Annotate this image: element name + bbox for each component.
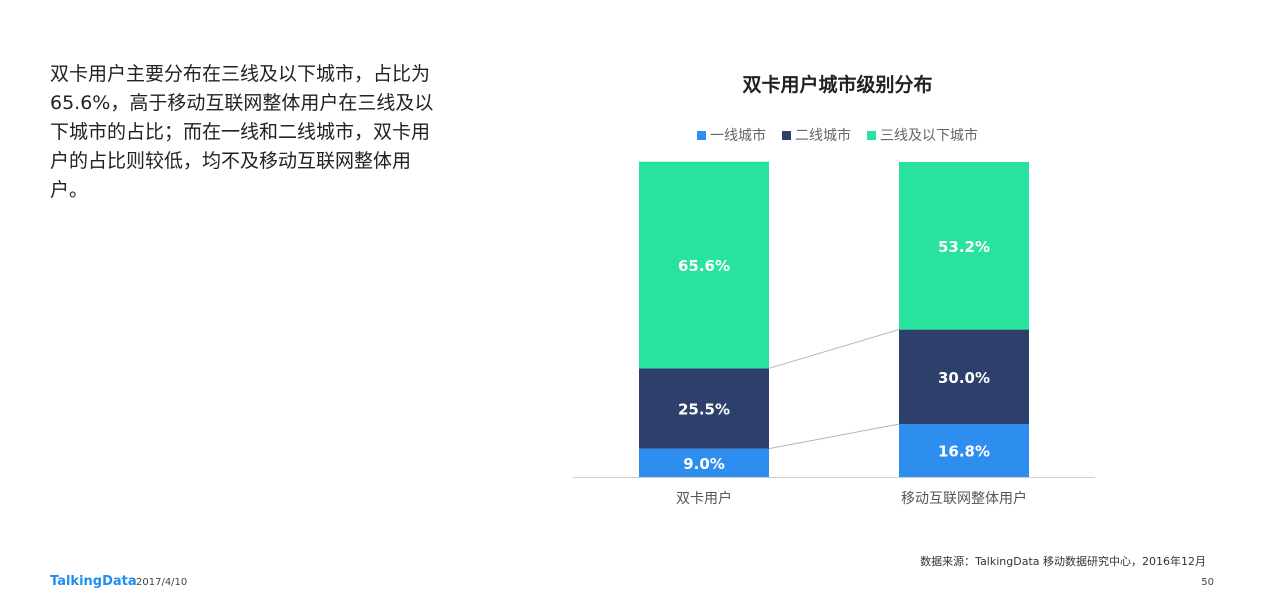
page-number: 50	[1201, 577, 1214, 588]
talkingdata-logo: TalkingData	[50, 574, 137, 589]
data-label-1-1: 30.0%	[938, 369, 990, 387]
legend-swatch-tier3	[867, 130, 876, 140]
connector-line-0	[768, 423, 900, 450]
legend-label-tier2: 二线城市	[795, 128, 851, 144]
bar-segment-1-0	[899, 424, 1029, 477]
data-source-note: 数据来源：TalkingData 移动数据研究中心，2016年12月	[920, 555, 1206, 568]
footer-date: 2017/4/10	[136, 577, 188, 588]
legend-swatch-tier2	[782, 130, 791, 140]
data-label-1-0: 16.8%	[938, 443, 990, 461]
bar-segment-0-2	[639, 161, 769, 369]
summary-text: 双卡用户主要分布在三线及以下城市，占比为65.6%，高于移动互联网整体用户在三线…	[50, 63, 434, 201]
chart-legend: 一线城市 二线城市 三线及以下城市	[640, 125, 1035, 145]
data-label-1-2: 53.2%	[938, 238, 990, 256]
data-label-0-0: 9.0%	[683, 455, 725, 473]
bar-segment-0-1	[639, 368, 769, 449]
data-label-0-2: 65.6%	[678, 257, 730, 275]
category-label-0: 双卡用户	[676, 490, 732, 507]
legend-item-tier1: 一线城市	[697, 125, 766, 145]
bar-segment-1-2	[899, 162, 1029, 330]
legend-label-tier3: 三线及以下城市	[880, 128, 978, 144]
legend-label-tier1: 一线城市	[710, 128, 766, 144]
data-label-0-1: 25.5%	[678, 400, 730, 418]
category-label-1: 移动互联网整体用户	[901, 490, 1027, 507]
chart-title: 双卡用户城市级别分布	[742, 74, 933, 96]
bar-segment-0-0	[639, 448, 769, 477]
connector-line-1	[768, 329, 900, 369]
legend-item-tier2: 二线城市	[782, 125, 851, 145]
legend-item-tier3: 三线及以下城市	[867, 125, 978, 145]
legend-swatch-tier1	[697, 130, 706, 140]
bar-segment-1-1	[899, 329, 1029, 425]
